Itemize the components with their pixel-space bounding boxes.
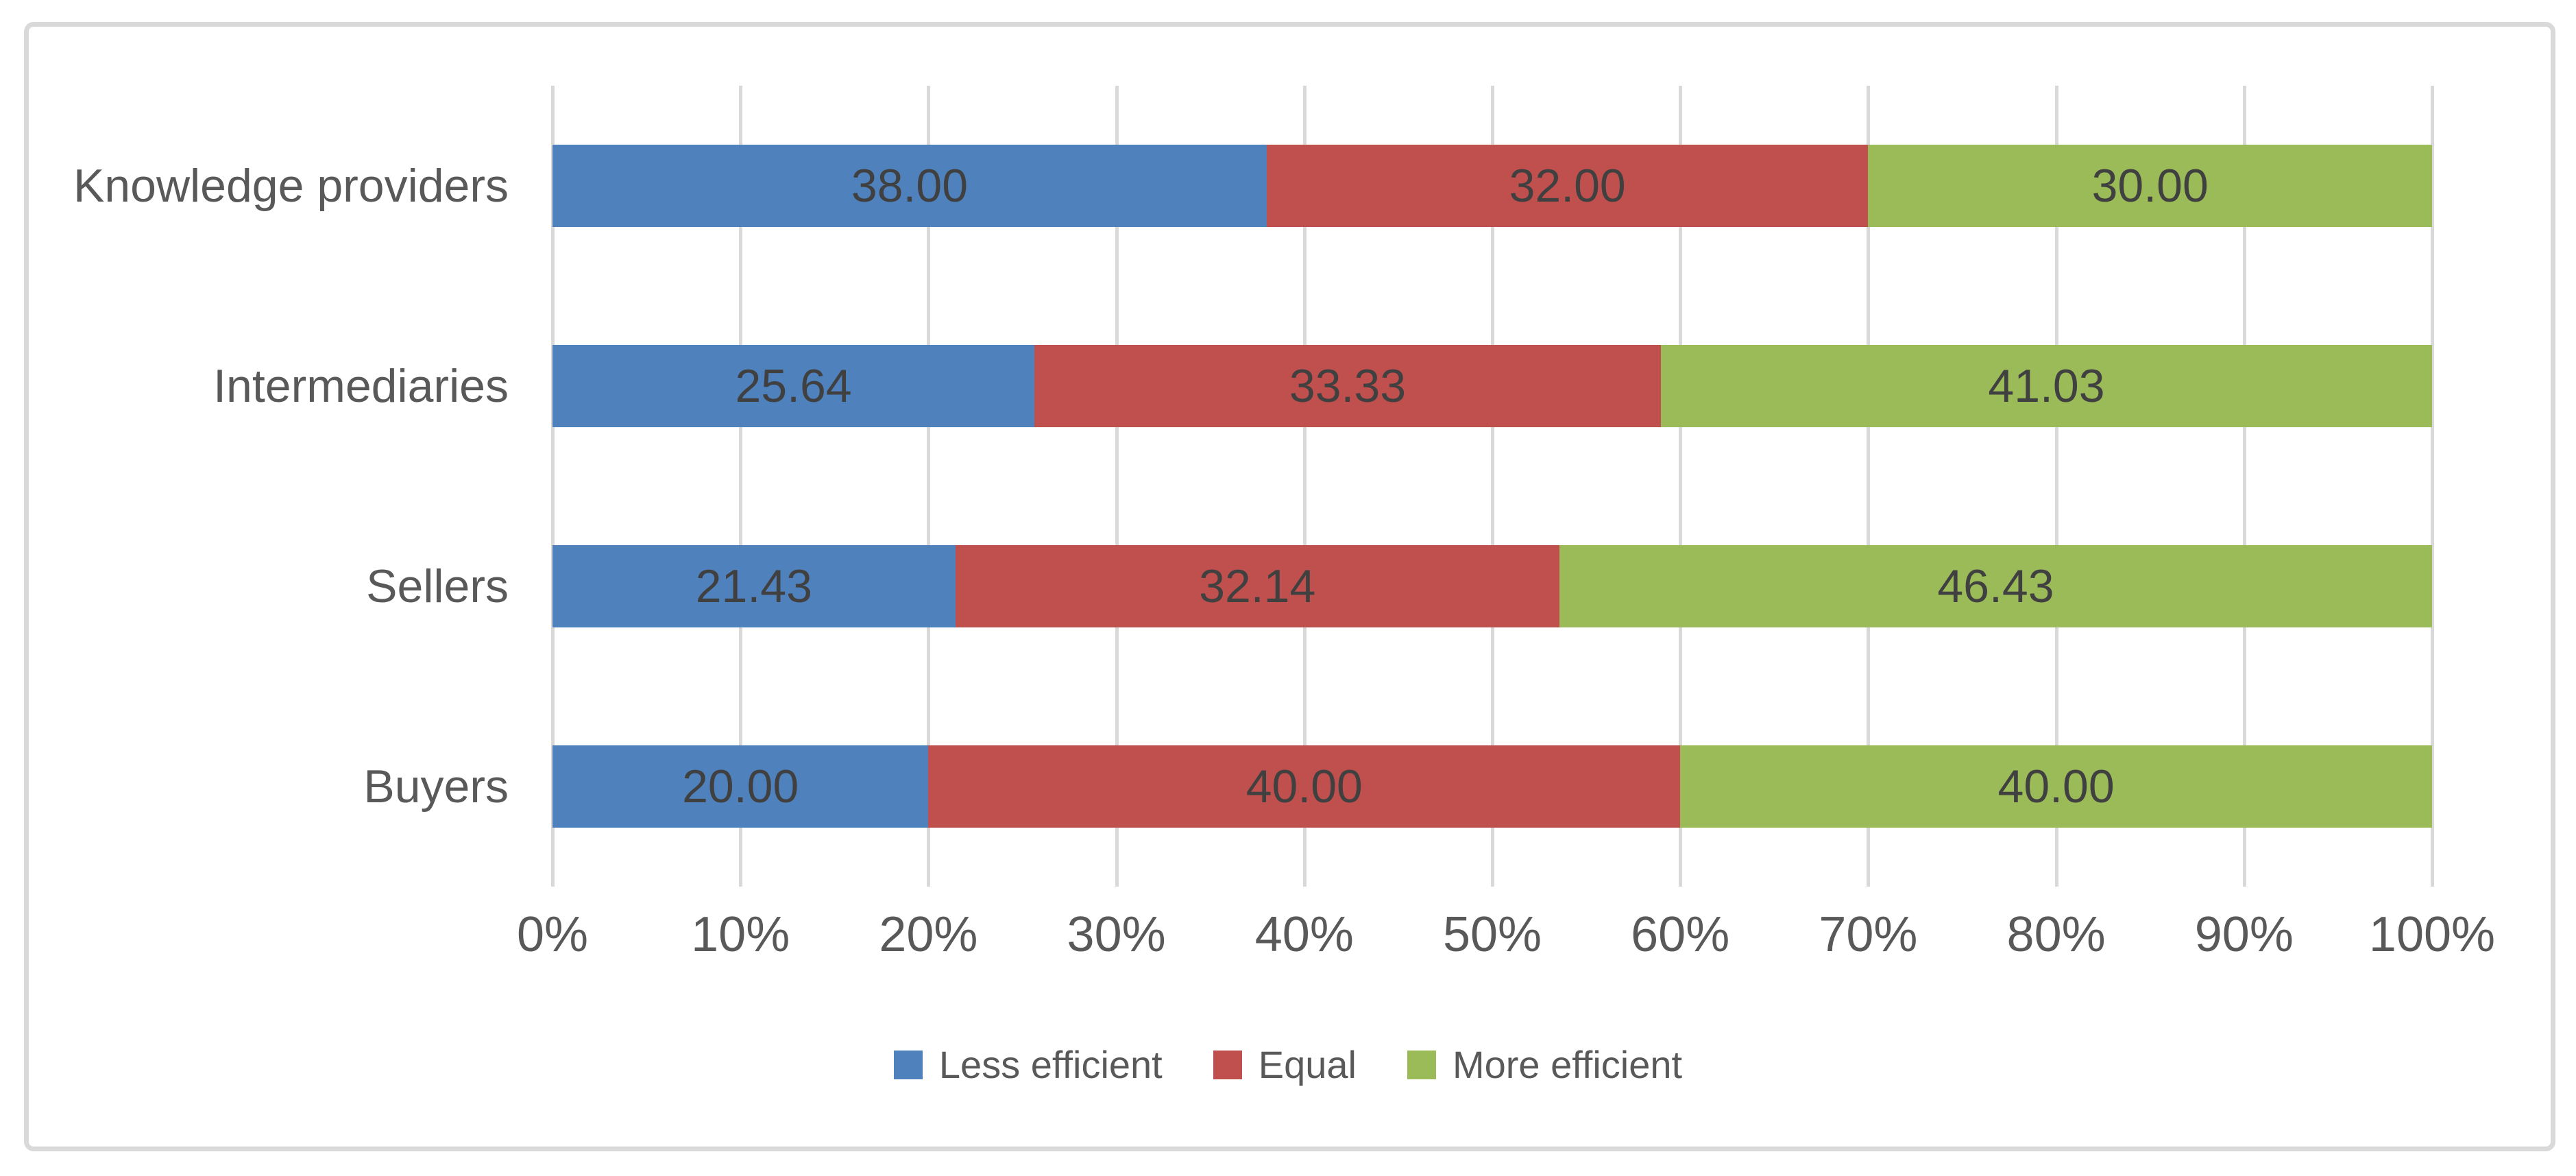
- legend-swatch: [1407, 1050, 1436, 1079]
- category-label: Intermediaries: [213, 360, 509, 412]
- bar-segment: 33.33: [1034, 345, 1661, 427]
- legend-swatch: [893, 1050, 923, 1079]
- gridline: [551, 86, 555, 887]
- gridline: [2054, 86, 2058, 887]
- category-label: Buyers: [363, 760, 509, 813]
- data-label: 30.00: [2091, 160, 2209, 212]
- x-tick-label: 20%: [879, 907, 978, 962]
- bar-row: 20.00 40.00 40.00: [552, 686, 2432, 887]
- gridlines: [551, 86, 2434, 887]
- bar-segment: 46.43: [1559, 545, 2432, 627]
- legend: Less efficient Equal More efficient: [0, 1042, 2576, 1087]
- data-label: 21.43: [695, 560, 812, 612]
- data-label: 32.14: [1199, 560, 1316, 612]
- x-tick-label: 60%: [1631, 907, 1730, 962]
- bar-segment: 30.00: [1868, 145, 2432, 227]
- x-tick-label: 0%: [516, 907, 589, 962]
- bar-segment: 21.43: [552, 545, 956, 627]
- x-tick-label: 10%: [691, 907, 790, 962]
- x-axis: 0% 10% 20% 30% 40% 50% 60% 70% 80% 90% 100%: [517, 907, 2495, 982]
- bar-row: 38.00 32.00 30.00: [552, 86, 2432, 286]
- x-tick-label: 90%: [2194, 907, 2294, 962]
- gridline: [1679, 86, 1683, 887]
- legend-item: Less efficient: [893, 1042, 1163, 1087]
- gridline: [1115, 86, 1119, 887]
- bar-rows: 38.00 32.00 30.00 25.64 33.33 41.03 21.43 32.14…: [552, 86, 2432, 887]
- stacked-bar: 21.43 32.14 46.43: [552, 545, 2432, 627]
- legend-item: Equal: [1213, 1042, 1357, 1087]
- bar-segment: 41.03: [1660, 345, 2432, 427]
- legend-swatch: [1213, 1050, 1242, 1079]
- data-label: 25.64: [735, 360, 852, 412]
- gridline: [1491, 86, 1494, 887]
- bar-segment: 32.00: [1266, 145, 1869, 227]
- bar-segment: 32.14: [955, 545, 1559, 627]
- data-label: 32.00: [1509, 160, 1626, 212]
- data-label: 40.00: [1246, 760, 1363, 813]
- legend-label: Less efficient: [938, 1043, 1163, 1086]
- legend-label: More efficient: [1452, 1043, 1683, 1086]
- bar-segment: 40.00: [928, 745, 1681, 828]
- legend-item: More efficient: [1407, 1042, 1682, 1087]
- bar-segment: 38.00: [552, 145, 1267, 227]
- gridline: [2431, 86, 2434, 887]
- bar-segment: 40.00: [1680, 745, 2432, 828]
- gridline: [739, 86, 743, 887]
- bar-row: 21.43 32.14 46.43: [552, 486, 2432, 686]
- stacked-bar: 25.64 33.33 41.03: [552, 345, 2432, 427]
- bar-segment: 25.64: [552, 345, 1035, 427]
- data-label: 46.43: [1937, 560, 2054, 612]
- gridline: [927, 86, 931, 887]
- plot-area: 38.00 32.00 30.00 25.64 33.33 41.03 21.43 32.14…: [551, 86, 2434, 887]
- gridline: [1867, 86, 1871, 887]
- data-label: 38.00: [851, 160, 969, 212]
- data-label: 40.00: [1997, 760, 2115, 813]
- x-tick-label: 50%: [1442, 907, 1542, 962]
- gridline: [2242, 86, 2246, 887]
- x-tick-label: 80%: [2006, 907, 2106, 962]
- x-tick-label: 70%: [1819, 907, 1918, 962]
- bar-segment: 20.00: [552, 745, 929, 828]
- stacked-bar: 20.00 40.00 40.00: [552, 745, 2432, 828]
- bar-row: 25.64 33.33 41.03: [552, 286, 2432, 486]
- x-tick-label: 30%: [1067, 907, 1166, 962]
- data-label: 20.00: [682, 760, 799, 813]
- x-tick-label: 100%: [2368, 907, 2496, 962]
- x-tick-label: 40%: [1254, 907, 1354, 962]
- legend-label: Equal: [1258, 1043, 1357, 1086]
- category-axis: Knowledge providers Intermediaries Sellers…: [41, 86, 509, 887]
- category-label: Sellers: [366, 560, 509, 612]
- category-label: Knowledge providers: [73, 160, 509, 212]
- stacked-bar: 38.00 32.00 30.00: [552, 145, 2432, 227]
- data-label: 41.03: [1988, 360, 2105, 412]
- gridline: [1302, 86, 1307, 887]
- data-label: 33.33: [1289, 360, 1407, 412]
